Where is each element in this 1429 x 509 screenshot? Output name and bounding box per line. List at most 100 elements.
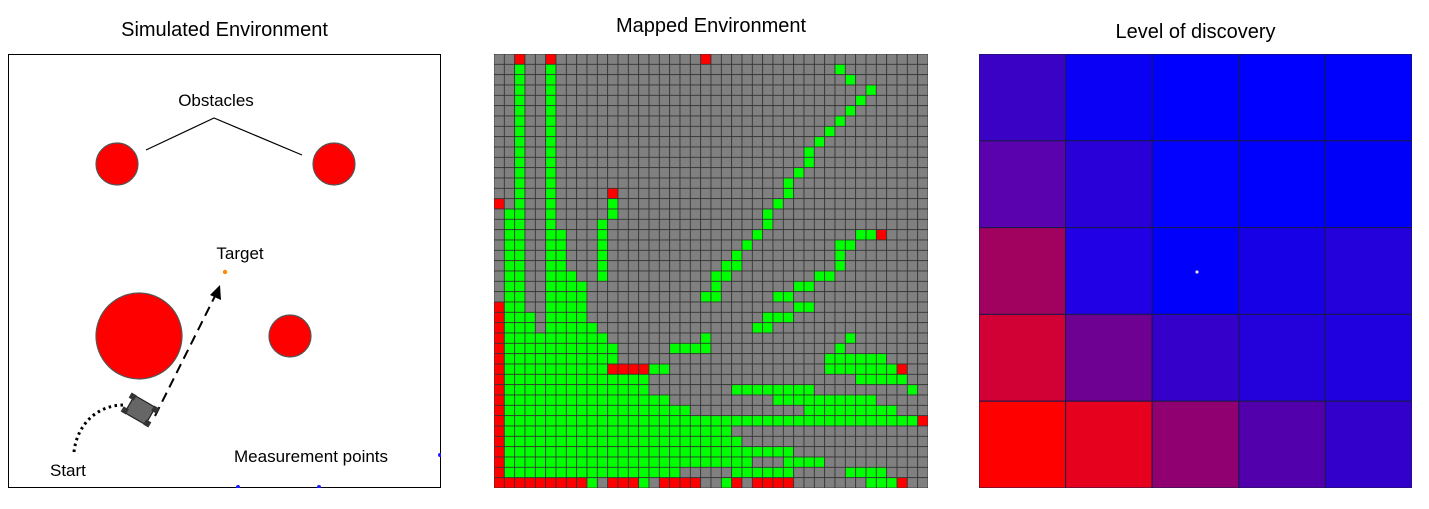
free-cell: [586, 384, 598, 396]
unknown-cell: [700, 322, 712, 334]
free-cell: [503, 342, 516, 355]
unknown-cell: [648, 270, 660, 282]
free-cell: [710, 270, 722, 282]
unknown-cell: [824, 63, 836, 76]
unknown-cell: [720, 146, 733, 158]
free-cell: [555, 373, 567, 386]
obstacle-circle: [95, 292, 183, 380]
unknown-cell: [813, 291, 826, 303]
free-cell: [545, 146, 557, 158]
occupied-cell: [494, 425, 505, 437]
free-cell: [555, 425, 567, 437]
free-cell: [834, 63, 846, 76]
unknown-cell: [855, 177, 867, 189]
unknown-cell: [638, 94, 650, 107]
free-cell: [514, 404, 526, 417]
unknown-cell: [565, 146, 578, 158]
free-cell: [596, 384, 609, 396]
unknown-cell: [565, 218, 578, 231]
unknown-cell: [917, 332, 928, 344]
unknown-cell: [751, 198, 764, 210]
unknown-cell: [917, 466, 928, 479]
free-cell: [514, 156, 526, 169]
free-cell: [555, 363, 567, 375]
unknown-cell: [782, 404, 795, 417]
unknown-cell: [710, 239, 722, 251]
level-of-discovery-title: Level of discovery: [1115, 21, 1276, 43]
unknown-cell: [793, 208, 805, 220]
free-cell: [720, 260, 733, 272]
free-cell: [813, 404, 826, 417]
occupied-cell: [524, 477, 536, 488]
unknown-cell: [793, 239, 805, 251]
unknown-cell: [689, 311, 702, 324]
free-cell: [617, 435, 629, 448]
unknown-cell: [627, 125, 640, 138]
unknown-cell: [679, 229, 691, 241]
free-cell: [514, 125, 526, 138]
free-cell: [617, 446, 629, 458]
free-cell: [503, 456, 516, 468]
free-cell: [576, 435, 588, 448]
unknown-cell: [896, 456, 908, 468]
unknown-cell: [679, 115, 691, 127]
discovery-cell: [1151, 140, 1240, 229]
unknown-cell: [886, 260, 898, 272]
unknown-cell: [700, 239, 712, 251]
unknown-cell: [679, 63, 691, 76]
unknown-cell: [824, 435, 836, 448]
free-cell: [576, 322, 588, 334]
unknown-cell: [917, 260, 928, 272]
free-cell: [545, 466, 557, 479]
discovery-cell: [1151, 400, 1240, 488]
unknown-cell: [658, 342, 671, 355]
free-cell: [545, 332, 557, 344]
unknown-cell: [906, 187, 919, 200]
unknown-cell: [824, 84, 836, 96]
unknown-cell: [607, 260, 619, 272]
unknown-cell: [638, 311, 650, 324]
unknown-cell: [844, 94, 857, 107]
unknown-cell: [917, 187, 928, 200]
unknown-cell: [751, 105, 764, 117]
discovery-cell: [979, 313, 1067, 402]
free-cell: [534, 415, 547, 427]
unknown-cell: [793, 342, 805, 355]
unknown-cell: [648, 342, 660, 355]
free-cell: [638, 456, 650, 468]
unknown-cell: [576, 136, 588, 148]
unknown-cell: [658, 177, 671, 189]
free-cell: [534, 404, 547, 417]
free-cell: [906, 384, 919, 396]
unknown-cell: [617, 208, 629, 220]
unknown-cell: [720, 136, 733, 148]
free-cell: [865, 229, 877, 241]
unknown-cell: [669, 136, 681, 148]
free-cell: [607, 425, 619, 437]
unknown-cell: [875, 94, 888, 107]
unknown-cell: [741, 477, 753, 488]
unknown-cell: [834, 74, 846, 86]
robot-icon: [120, 392, 160, 428]
unknown-cell: [896, 94, 908, 107]
unknown-cell: [689, 322, 702, 334]
unknown-cell: [844, 167, 857, 179]
unknown-cell: [896, 54, 908, 65]
unknown-cell: [607, 218, 619, 231]
free-cell: [514, 394, 526, 406]
unknown-cell: [751, 84, 764, 96]
free-cell: [865, 477, 877, 488]
unknown-cell: [782, 198, 795, 210]
unknown-cell: [627, 167, 640, 179]
unknown-cell: [524, 270, 536, 282]
free-cell: [596, 373, 609, 386]
unknown-cell: [844, 342, 857, 355]
free-cell: [503, 218, 516, 231]
unknown-cell: [762, 425, 774, 437]
unknown-cell: [700, 404, 712, 417]
unknown-cell: [638, 198, 650, 210]
unknown-cell: [824, 332, 836, 344]
free-cell: [607, 353, 619, 365]
unknown-cell: [844, 301, 857, 313]
occupied-cell: [679, 477, 691, 488]
